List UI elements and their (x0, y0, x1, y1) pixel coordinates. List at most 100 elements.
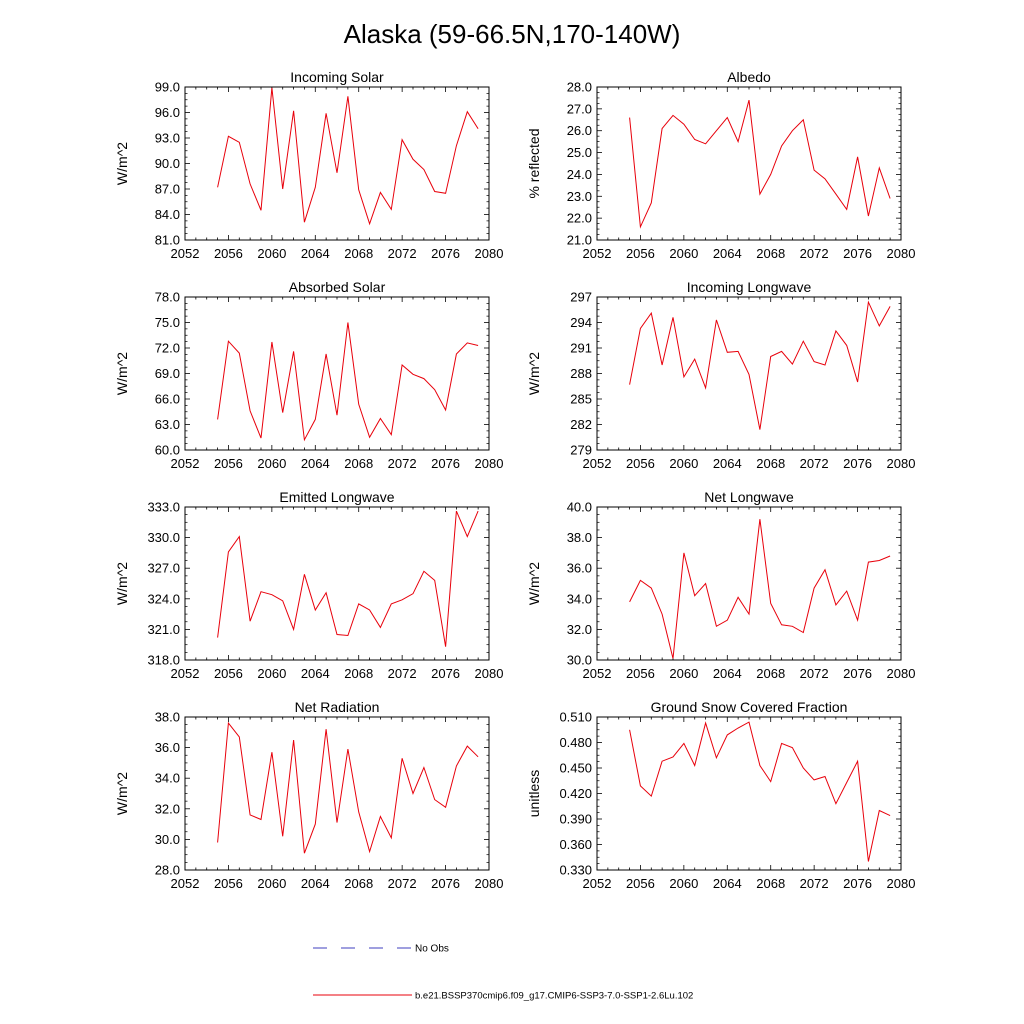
y-tick-label: 279 (570, 443, 592, 458)
y-tick-label: 26.0 (567, 123, 592, 138)
y-axis-label: % reflected (526, 128, 542, 198)
x-tick-label: 2080 (475, 246, 504, 261)
x-tick-label: 2064 (301, 876, 330, 891)
y-tick-label: 288 (570, 366, 592, 381)
y-tick-label: 282 (570, 417, 592, 432)
x-tick-label: 2052 (583, 876, 612, 891)
panel-title: Absorbed Solar (289, 279, 386, 295)
y-tick-label: 96.0 (155, 105, 180, 120)
series-line (629, 721, 891, 862)
y-tick-label: 297 (570, 290, 592, 305)
x-tick-label: 2052 (171, 876, 200, 891)
figure-title: Alaska (59-66.5N,170-140W) (344, 19, 681, 49)
y-axis-label: W/m^2 (114, 352, 130, 395)
x-tick-label: 2064 (713, 246, 742, 261)
y-tick-label: 0.480 (559, 735, 592, 750)
x-tick-label: 2080 (475, 456, 504, 471)
series-line (217, 87, 479, 226)
panel-title: Net Radiation (295, 699, 380, 715)
y-tick-label: 24.0 (567, 167, 592, 182)
x-tick-label: 2072 (388, 456, 417, 471)
x-tick-label: 2068 (756, 456, 785, 471)
y-tick-label: 294 (570, 315, 592, 330)
x-tick-label: 2080 (475, 876, 504, 891)
x-tick-label: 2052 (583, 456, 612, 471)
x-tick-label: 2076 (843, 246, 872, 261)
y-axis-label: W/m^2 (526, 352, 542, 395)
panel-absorbed-solar: Absorbed Solar W/m^2 2052 2056 2060 2064 2068 2… (114, 279, 503, 471)
y-tick-label: 78.0 (155, 290, 180, 305)
x-tick-label: 2060 (257, 456, 286, 471)
panel-title: Albedo (727, 69, 771, 85)
y-tick-label: 0.390 (559, 812, 592, 827)
x-tick-label: 2056 (626, 456, 655, 471)
series-line (217, 721, 479, 854)
x-tick-label: 2080 (887, 876, 916, 891)
x-tick-label: 2072 (388, 666, 417, 681)
x-tick-label: 2060 (257, 876, 286, 891)
x-tick-label: 2064 (301, 666, 330, 681)
x-tick-label: 2076 (843, 666, 872, 681)
panel-title: Ground Snow Covered Fraction (651, 699, 848, 715)
y-tick-label: 63.0 (155, 417, 180, 432)
x-tick-label: 2068 (344, 876, 373, 891)
y-tick-label: 38.0 (567, 530, 592, 545)
x-tick-label: 2052 (171, 456, 200, 471)
y-tick-label: 99.0 (155, 80, 180, 95)
x-tick-label: 2056 (626, 876, 655, 891)
x-tick-label: 2072 (800, 456, 829, 471)
y-tick-label: 34.0 (155, 771, 180, 786)
plot-frame (596, 716, 902, 871)
y-tick-label: 87.0 (155, 182, 180, 197)
panels: Incoming Solar W/m^2 2052 2056 2060 2064 2068 2… (114, 69, 915, 891)
y-tick-label: 327.0 (147, 561, 180, 576)
y-tick-label: 0.450 (559, 761, 592, 776)
panel-net-longwave: Net Longwave W/m^2 2052 2056 2060 2064 2068 207… (526, 489, 915, 681)
x-tick-label: 2052 (171, 666, 200, 681)
plot-frame (596, 86, 902, 241)
x-tick-label: 2068 (344, 456, 373, 471)
x-tick-label: 2080 (887, 666, 916, 681)
y-tick-label: 285 (570, 392, 592, 407)
y-axis-label: W/m^2 (114, 772, 130, 815)
series-line (629, 519, 891, 659)
y-tick-label: 0.330 (559, 863, 592, 878)
y-axis-label: unitless (526, 770, 542, 817)
y-tick-label: 36.0 (155, 740, 180, 755)
x-tick-label: 2064 (713, 876, 742, 891)
legend-model-label: b.e21.BSSP370cmip6.f09_g17.CMIP6-SSP3-7.… (415, 991, 693, 1002)
y-tick-label: 69.0 (155, 366, 180, 381)
x-tick-label: 2064 (713, 666, 742, 681)
x-tick-label: 2064 (301, 456, 330, 471)
y-tick-label: 40.0 (567, 500, 592, 515)
plot-frame (184, 86, 490, 241)
panel-ground-snow-covered-fraction: Ground Snow Covered Fraction unitless 2052… (526, 699, 915, 891)
panel-emitted-longwave: Emitted Longwave W/m^2 2052 2056 2060 2064 206… (114, 489, 503, 681)
legend: No Obs b.e21.BSSP370cmip6.f09_g17.CMIP6-… (313, 944, 693, 1002)
x-tick-label: 2080 (887, 246, 916, 261)
panel-net-radiation: Net Radiation W/m^2 2052 2056 2060 2064 2068 20… (114, 699, 503, 891)
x-tick-label: 2068 (756, 876, 785, 891)
panel-incoming-longwave: Incoming Longwave W/m^2 2052 2056 2060 2064 20… (526, 279, 915, 471)
series-line (217, 510, 479, 647)
plot-frame (184, 506, 490, 661)
y-tick-label: 60.0 (155, 443, 180, 458)
y-tick-label: 32.0 (155, 801, 180, 816)
plot-frame (184, 716, 490, 871)
y-tick-label: 93.0 (155, 131, 180, 146)
x-tick-label: 2072 (800, 246, 829, 261)
y-tick-label: 330.0 (147, 530, 180, 545)
y-tick-label: 30.0 (567, 653, 592, 668)
panel-title: Incoming Longwave (687, 279, 812, 295)
y-tick-label: 90.0 (155, 156, 180, 171)
y-tick-label: 32.0 (567, 622, 592, 637)
x-tick-label: 2056 (626, 666, 655, 681)
y-tick-label: 66.0 (155, 392, 180, 407)
x-tick-label: 2056 (214, 456, 243, 471)
y-tick-label: 28.0 (155, 863, 180, 878)
y-tick-label: 75.0 (155, 315, 180, 330)
x-tick-label: 2068 (756, 246, 785, 261)
y-tick-label: 21.0 (567, 233, 592, 248)
y-tick-label: 0.510 (559, 710, 592, 725)
